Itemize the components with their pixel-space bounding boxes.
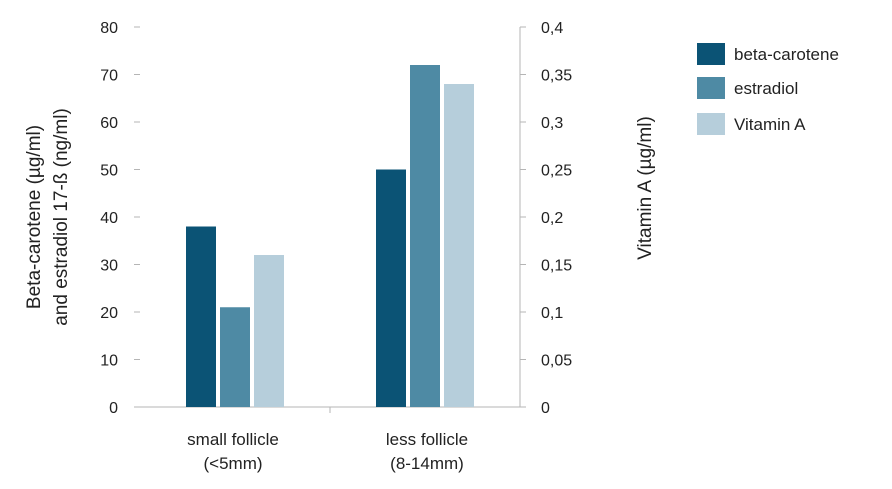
- bar-vitamin-a-2: [444, 84, 474, 407]
- y-left-ticks: 0 10 20 30 40 50 60 70 80: [100, 20, 140, 417]
- y-left-tick-label: 70: [100, 68, 118, 85]
- bar-beta-carotene-2: [376, 169, 406, 407]
- y-left-tick-label: 30: [100, 258, 118, 275]
- legend-label-beta-carotene: beta-carotene: [734, 45, 839, 64]
- bar-vitamin-a-1: [254, 255, 284, 407]
- legend-label-estradiol: estradiol: [734, 79, 798, 98]
- y-right-tick-label: 0,1: [541, 305, 563, 322]
- y-right-tick-label: 0,4: [541, 20, 563, 37]
- legend-swatch-vitamin-a: [697, 113, 725, 135]
- y-right-tick-label: 0,15: [541, 258, 572, 275]
- y-right-tick-label: 0,3: [541, 115, 563, 132]
- y-right-axis-title-text: Vitamin A (µg/ml): [635, 116, 656, 260]
- y-right-tick-label: 0,35: [541, 68, 572, 85]
- y-left-tick-label: 80: [100, 20, 118, 37]
- y-left-axis-title: Beta-carotene (µg/ml) and estradiol 17-ß …: [24, 108, 72, 326]
- y-left-axis-title-line: Beta-carotene (µg/ml): [24, 125, 45, 309]
- bar-beta-carotene-1: [186, 226, 216, 407]
- y-right-ticks: 0 0,05 0,1 0,15 0,2 0,25 0,3 0,35 0,4: [520, 20, 572, 417]
- legend-label-vitamin-a: Vitamin A: [734, 115, 806, 134]
- y-left-axis-title-line: and estradiol 17-ß (ng/ml): [51, 108, 72, 326]
- category-labels: small follicle (<5mm) less follicle (8-14mm…: [187, 430, 468, 473]
- y-left-tick-label: 20: [100, 305, 118, 322]
- y-left-tick-label: 10: [100, 353, 118, 370]
- category-label: less follicle: [386, 430, 468, 449]
- y-left-tick-label: 50: [100, 163, 118, 180]
- y-right-tick-label: 0,25: [541, 163, 572, 180]
- category-label: (8-14mm): [390, 454, 464, 473]
- y-right-tick-label: 0,05: [541, 353, 572, 370]
- legend-swatch-beta-carotene: [697, 43, 725, 65]
- y-right-tick-label: 0: [541, 400, 550, 417]
- y-left-tick-label: 0: [109, 400, 118, 417]
- y-left-tick-label: 60: [100, 115, 118, 132]
- y-right-axis-title: Vitamin A (µg/ml): [635, 116, 656, 260]
- bars: [186, 65, 474, 407]
- y-left-tick-label: 40: [100, 210, 118, 227]
- legend: beta-carotene estradiol Vitamin A: [697, 43, 839, 135]
- y-right-tick-label: 0,2: [541, 210, 563, 227]
- bar-estradiol-1: [220, 307, 250, 407]
- category-label: small follicle: [187, 430, 279, 449]
- category-label: (<5mm): [203, 454, 262, 473]
- legend-swatch-estradiol: [697, 77, 725, 99]
- bar-estradiol-2: [410, 65, 440, 407]
